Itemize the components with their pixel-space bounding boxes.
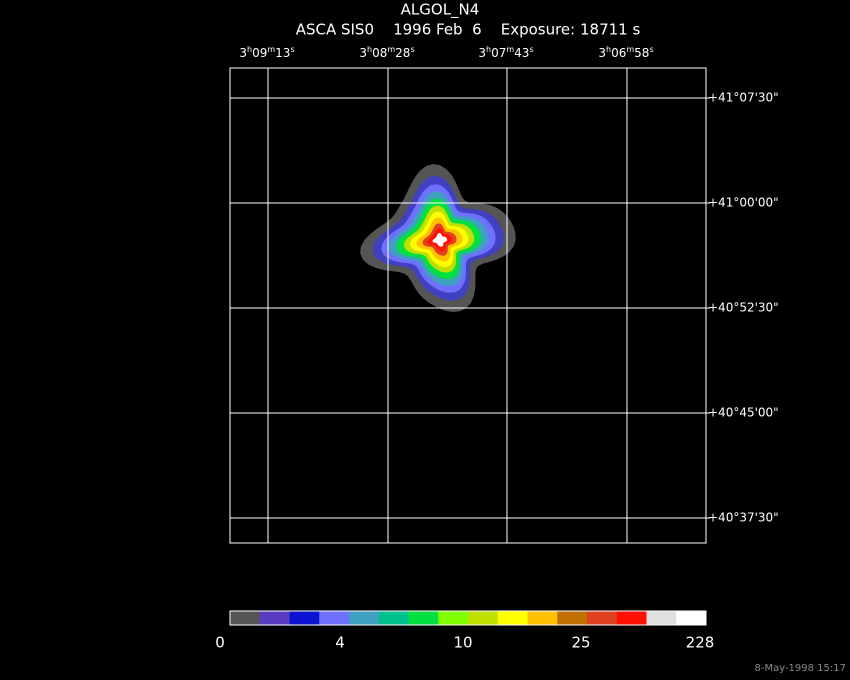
colorbar-label: 4 [335, 634, 345, 652]
ra-label: 3h08m28s [359, 45, 414, 60]
ra-label: 3h09m13s [239, 45, 294, 60]
colorbar-swatch [587, 611, 618, 625]
ra-label: 3h06m58s [598, 45, 653, 60]
colorbar-swatch [349, 611, 380, 625]
colorbar-label: 228 [686, 634, 715, 652]
colorbar: 0 4 10 25 228 [215, 610, 715, 652]
colorbar-swatch [438, 611, 469, 625]
colorbar-swatch [676, 611, 707, 625]
coordinate-grid: 3h09m13s 3h08m28s 3h07m43s 3h06m58s +41°07'3… [230, 45, 779, 544]
dec-label: +41°00'00" [708, 196, 779, 210]
source-image [360, 164, 516, 312]
colorbar-swatch [468, 611, 499, 625]
ra-grid-line [506, 67, 508, 544]
colorbar-swatch [289, 611, 320, 625]
dec-label: +40°45'00" [708, 406, 779, 420]
colorbar-label: 10 [453, 634, 472, 652]
dec-label: +41°07'30" [708, 91, 779, 105]
colorbar-swatch [259, 611, 290, 625]
colorbar-swatch [616, 611, 647, 625]
colorbar-frame [229, 610, 707, 626]
timestamp: 8-May-1998 15:17 [754, 663, 846, 674]
colorbar-swatch [527, 611, 558, 625]
ra-label: 3h07m43s [478, 45, 533, 60]
colorbar-label: 25 [571, 634, 590, 652]
title: ALGOL_N4 [401, 1, 480, 20]
colorbar-swatch [497, 611, 528, 625]
colorbar-swatch [557, 611, 588, 625]
colorbar-swatch [408, 611, 439, 625]
dec-label: +40°52'30" [708, 301, 779, 315]
ra-grid-line [626, 67, 628, 544]
ra-grid-line [387, 67, 389, 544]
subtitle: ASCA SIS0 1996 Feb 6 Exposure: 18711 s [296, 21, 641, 39]
colorbar-swatch [319, 611, 350, 625]
dec-label: +40°37'30" [708, 511, 779, 525]
colorbar-label: 0 [215, 634, 225, 652]
intensity-contour [432, 232, 448, 247]
plot-frame [229, 67, 707, 544]
ra-grid-line [267, 67, 269, 544]
colorbar-swatch [230, 611, 261, 625]
colorbar-swatch [378, 611, 409, 625]
colorbar-swatch [646, 611, 677, 625]
